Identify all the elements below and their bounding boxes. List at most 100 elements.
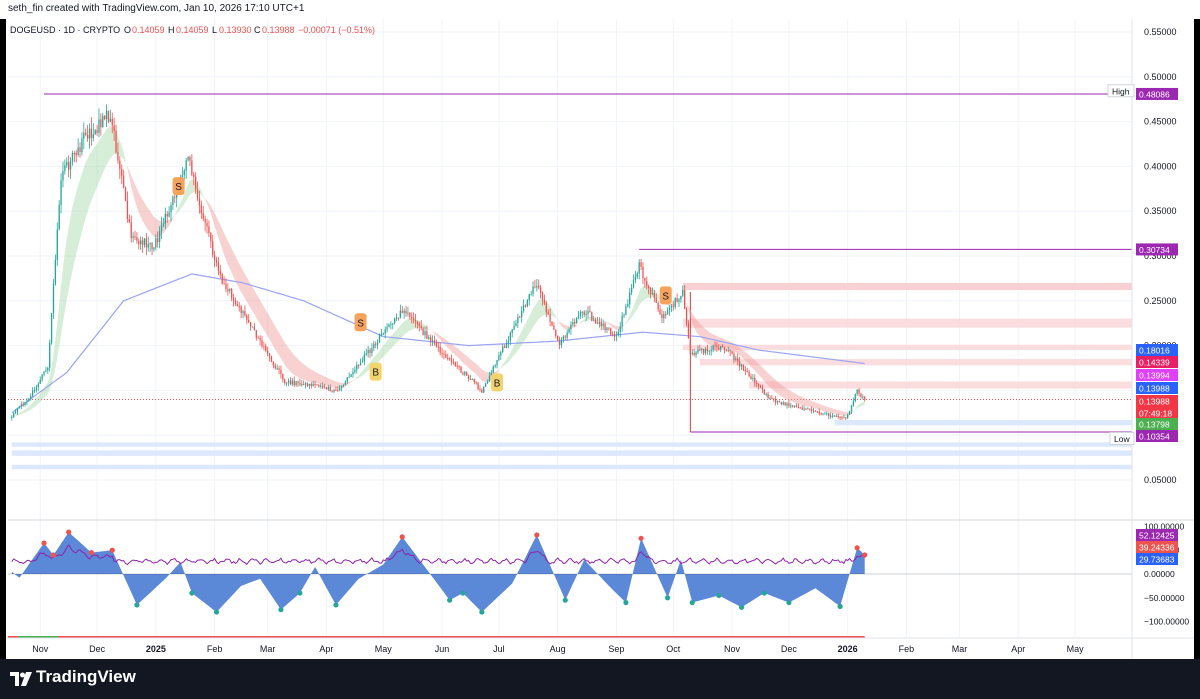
candle-body xyxy=(780,402,783,405)
candle-body xyxy=(64,165,66,172)
candle-body xyxy=(181,175,184,180)
candle-body xyxy=(149,243,151,245)
candle-body xyxy=(759,386,762,388)
oscillator-signal-line xyxy=(11,544,866,566)
candle-body xyxy=(596,323,599,325)
candle-body xyxy=(462,372,464,375)
price-grid xyxy=(8,19,1132,637)
footer-bar: TradingView xyxy=(0,659,1200,699)
time-axis-tick: Jul xyxy=(493,644,505,654)
candle-body xyxy=(124,187,127,201)
candle-body xyxy=(75,153,77,156)
zones-layer xyxy=(11,282,1132,470)
candle-body xyxy=(265,346,267,351)
candle-body xyxy=(862,396,864,398)
candle-body xyxy=(454,362,456,366)
bull-cloud xyxy=(680,300,687,305)
candle-body xyxy=(663,314,665,319)
candle-body xyxy=(121,169,123,176)
candle-body xyxy=(157,238,159,242)
candle-body xyxy=(168,212,170,217)
chart-frame[interactable]: S S B B S 0.55000 0.50000 0.45000 0.40000 0.3500… xyxy=(6,19,1194,659)
candle-body xyxy=(594,319,597,324)
oscillator-axis-tick: −100.00000 xyxy=(1144,617,1189,627)
candle-body xyxy=(405,310,407,314)
price-axis-tick: 0.40000 xyxy=(1144,161,1177,171)
candle-body xyxy=(706,348,709,352)
candle-body xyxy=(786,403,788,406)
candle-body xyxy=(769,397,771,399)
oscillator-extreme-dot xyxy=(786,599,792,606)
candle-body xyxy=(73,152,76,154)
time-axis-tick: Nov xyxy=(724,644,741,654)
candle-body xyxy=(285,382,288,384)
oscillator-layer xyxy=(8,519,1194,638)
zone-box xyxy=(749,381,1132,389)
candle-body xyxy=(193,174,195,177)
candle-body xyxy=(778,401,781,403)
candle-body xyxy=(536,285,538,288)
candle-body xyxy=(403,310,405,313)
candle-body xyxy=(496,360,498,366)
candle-body xyxy=(837,415,839,418)
candle-body xyxy=(284,379,286,384)
candle-body xyxy=(312,383,314,386)
candle-body xyxy=(230,288,233,298)
time-axis-tick: Sep xyxy=(608,644,624,654)
candle-body xyxy=(585,313,587,315)
oscillator-value-tag: 52.12425 xyxy=(1139,531,1175,541)
candle-body xyxy=(257,337,259,339)
candle-body xyxy=(854,394,856,402)
candle-body xyxy=(200,205,202,214)
candle-body xyxy=(731,351,733,354)
time-axis-tick: Dec xyxy=(781,644,798,654)
candle-body xyxy=(147,244,149,248)
candle-body xyxy=(701,349,703,351)
candle-body xyxy=(657,302,659,310)
candle-body xyxy=(439,346,441,353)
candle-body xyxy=(407,312,409,314)
candle-body xyxy=(320,385,322,387)
oscillator-extreme-dot xyxy=(665,595,671,601)
candle-body xyxy=(339,387,341,390)
candle-body xyxy=(680,295,682,300)
candle-body xyxy=(441,352,443,354)
candle-body xyxy=(31,390,34,397)
candle-body xyxy=(672,306,674,308)
candle-body xyxy=(774,398,777,403)
candle-body xyxy=(210,233,212,242)
candle-body xyxy=(418,323,420,326)
time-axis-tick: 2025 xyxy=(146,644,166,654)
candle-body xyxy=(689,338,692,355)
candle-body xyxy=(327,387,329,390)
candle-body xyxy=(452,361,455,363)
candle-body xyxy=(513,326,515,330)
chart-svg[interactable]: S S B B S 0.55000 0.50000 0.45000 0.40000 0.3500… xyxy=(6,19,1194,659)
candle-body xyxy=(426,331,428,339)
candle-body xyxy=(479,389,481,391)
candle-body xyxy=(321,385,324,388)
candle-body xyxy=(384,329,386,334)
candle-body xyxy=(342,385,345,387)
candle-body xyxy=(522,305,525,311)
price-axis-tick: 0.35000 xyxy=(1144,206,1177,216)
ohlc-close: 0.13988 xyxy=(262,25,295,35)
candle-body xyxy=(299,382,301,385)
candle-body xyxy=(756,382,758,384)
oscillator-value-tag-bg xyxy=(1136,529,1178,541)
candle-body xyxy=(803,408,805,410)
candle-body xyxy=(380,333,383,335)
candle-body xyxy=(196,189,199,199)
candle-body xyxy=(814,410,817,412)
candle-body xyxy=(464,371,466,375)
candle-body xyxy=(92,134,94,139)
candle-body xyxy=(562,336,565,340)
low-label-box xyxy=(1109,431,1135,445)
price-axis-tick: 0.45000 xyxy=(1144,117,1177,127)
candle-body xyxy=(530,294,532,296)
candle-body xyxy=(757,383,760,387)
candle-body xyxy=(430,337,432,342)
candle-body xyxy=(416,321,419,324)
candle-body xyxy=(575,318,578,324)
candle-body xyxy=(490,372,493,377)
